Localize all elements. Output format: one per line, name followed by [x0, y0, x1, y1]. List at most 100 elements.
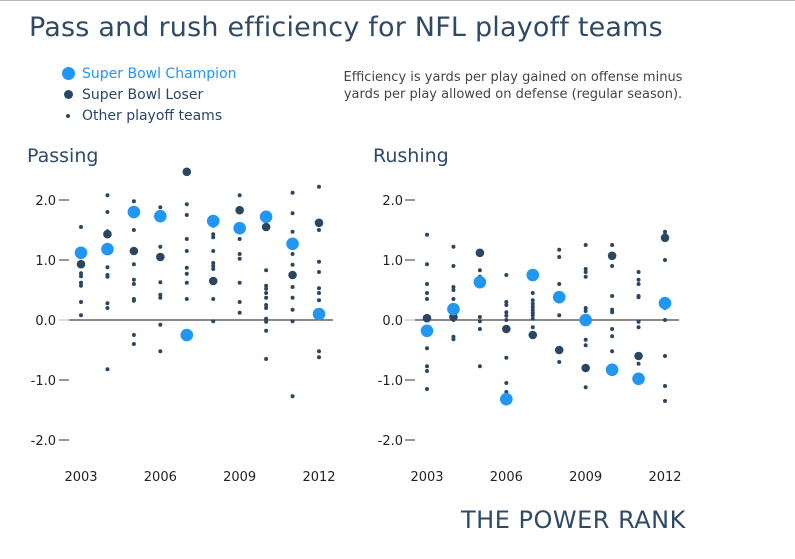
other-team-point — [184, 265, 189, 270]
other-team-point — [290, 307, 295, 312]
chart-title: Pass and rush efficiency for NFL playoff… — [29, 12, 663, 43]
other-marker-icon — [66, 113, 70, 118]
other-team-point — [290, 211, 295, 216]
other-team-point — [317, 228, 321, 232]
super-bowl-champion-point — [632, 372, 645, 386]
x-tick-label: 2009 — [223, 470, 256, 485]
other-team-point — [264, 306, 269, 310]
super-bowl-loser-point — [261, 222, 271, 232]
y-tick-label: 1.0 — [35, 254, 56, 269]
other-team-point — [131, 298, 136, 303]
super-bowl-loser-point — [634, 351, 643, 361]
other-team-point — [477, 364, 482, 369]
super-bowl-champion-point — [526, 268, 540, 282]
other-team-point — [290, 229, 295, 234]
other-team-point — [79, 274, 83, 279]
super-bowl-champion-point — [74, 246, 88, 260]
super-bowl-champion-point — [552, 290, 566, 304]
other-team-point — [530, 313, 535, 318]
other-team-point — [211, 297, 216, 301]
other-team-point — [425, 364, 429, 369]
other-team-point — [184, 202, 189, 207]
other-team-point — [636, 277, 641, 282]
other-team-point — [557, 255, 562, 259]
brand-logo: THE POWER RANK — [461, 506, 686, 534]
legend: Super Bowl Champion Super Bowl Loser Oth… — [60, 63, 237, 126]
super-bowl-champion-point — [206, 214, 220, 228]
other-team-point — [79, 271, 83, 276]
other-team-point — [663, 229, 667, 234]
other-team-point — [583, 385, 588, 390]
x-tick-label: 2003 — [410, 470, 443, 485]
other-team-point — [583, 270, 588, 274]
other-team-point — [636, 319, 641, 324]
x-tick-label: 2006 — [144, 470, 177, 485]
other-team-point — [131, 333, 136, 337]
super-bowl-champion-point — [447, 302, 460, 316]
other-team-point — [211, 232, 216, 237]
super-bowl-champion-point — [658, 296, 672, 310]
other-team-point — [425, 282, 429, 286]
other-team-point — [425, 262, 429, 267]
other-team-point — [451, 297, 456, 301]
rushing-plot: 2.0 1.0 0.0 -1.0 -2.0 2003 2006 2009 2012 — [378, 194, 682, 485]
efficiency-note: Efficiency is yards per play gained on o… — [328, 69, 698, 103]
y-tick-label: -1.0 — [378, 374, 403, 389]
super-bowl-champion-point — [101, 242, 114, 256]
super-bowl-champion-point — [579, 313, 592, 327]
other-team-point — [237, 300, 242, 304]
other-team-point — [530, 316, 535, 321]
other-team-point — [317, 259, 321, 264]
other-team-point — [211, 261, 216, 265]
other-team-point — [663, 399, 667, 403]
other-team-point — [557, 360, 562, 364]
other-team-point — [504, 355, 509, 360]
super-bowl-loser-point — [208, 276, 218, 286]
other-team-point — [583, 309, 588, 313]
super-bowl-loser-point — [156, 252, 165, 262]
other-team-point — [610, 294, 615, 298]
rushing-panel-title: Rushing — [373, 145, 449, 167]
other-team-point — [184, 297, 189, 301]
super-bowl-champion-point — [233, 221, 246, 235]
other-team-point — [451, 244, 456, 249]
other-team-point — [425, 232, 429, 237]
other-team-point — [663, 318, 667, 322]
other-team-point — [158, 295, 163, 300]
other-team-point — [610, 264, 615, 268]
other-team-point — [610, 310, 615, 315]
other-team-point — [264, 357, 269, 361]
other-team-point — [264, 328, 269, 333]
other-team-point — [504, 303, 509, 307]
other-team-point — [663, 384, 667, 388]
other-team-point — [530, 301, 535, 306]
other-team-point — [504, 300, 509, 304]
x-tick-label: 2012 — [648, 470, 681, 485]
other-team-point — [425, 346, 429, 351]
other-team-point — [663, 258, 667, 262]
other-team-point — [451, 264, 456, 268]
other-team-point — [184, 249, 189, 253]
other-team-point — [105, 274, 110, 279]
other-team-point — [317, 291, 321, 295]
other-team-point — [290, 394, 295, 399]
other-team-point — [211, 267, 216, 271]
other-team-point — [317, 298, 321, 303]
legend-label-champion: Super Bowl Champion — [82, 65, 237, 82]
legend-label-other: Other playoff teams — [82, 107, 223, 124]
passing-panel-title: Passing — [27, 145, 99, 167]
other-team-point — [583, 267, 588, 271]
super-bowl-loser-point — [76, 259, 86, 269]
passing-plot: 2.0 1.0 0.0 -1.0 -2.0 2003 2006 2009 2012 — [31, 167, 336, 485]
other-team-point — [425, 369, 429, 373]
other-team-point — [79, 225, 83, 229]
other-team-point — [131, 282, 136, 286]
legend-item-champion: Super Bowl Champion — [60, 63, 237, 84]
loser-marker-icon — [63, 90, 73, 99]
other-team-point — [477, 268, 482, 273]
other-team-point — [237, 237, 242, 241]
other-team-point — [79, 280, 83, 285]
other-team-point — [105, 193, 110, 198]
other-team-point — [530, 304, 535, 309]
